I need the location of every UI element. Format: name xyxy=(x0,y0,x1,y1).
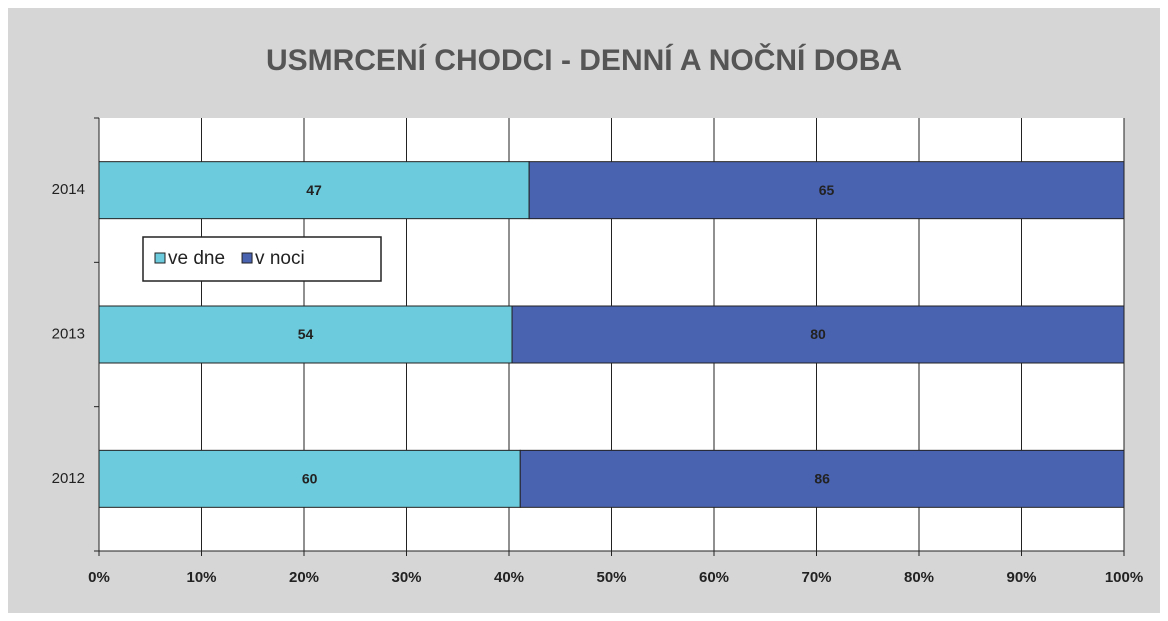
x-tick-label: 0% xyxy=(88,569,110,586)
bar-segment xyxy=(98,161,530,220)
x-tick-label: 100% xyxy=(1105,569,1143,586)
y-tick-label: 2012 xyxy=(52,470,85,487)
bar-segment xyxy=(511,305,1125,364)
x-tick-label: 50% xyxy=(596,569,626,586)
value-label: 65 xyxy=(819,182,835,198)
legend-label: ve dne xyxy=(168,248,225,269)
value-label: 86 xyxy=(814,471,830,487)
x-tick-label: 20% xyxy=(289,569,319,586)
legend: ve dne v noci xyxy=(142,236,382,282)
bar-segment xyxy=(98,305,513,364)
value-label: 54 xyxy=(298,326,314,342)
value-label: 80 xyxy=(810,326,826,342)
y-tick-label: 2013 xyxy=(52,325,85,342)
x-tick-label: 30% xyxy=(391,569,421,586)
y-tick-label: 2014 xyxy=(52,181,85,198)
value-label: 47 xyxy=(306,182,322,198)
legend-swatch xyxy=(241,252,253,264)
bar-segment xyxy=(528,161,1125,220)
x-tick-label: 10% xyxy=(186,569,216,586)
bar-segment xyxy=(519,449,1125,508)
x-tick-label: 40% xyxy=(494,569,524,586)
x-tick-label: 70% xyxy=(801,569,831,586)
x-tick-label: 90% xyxy=(1006,569,1036,586)
bar-segment xyxy=(98,449,521,508)
legend-box xyxy=(142,236,382,282)
x-tick-label: 60% xyxy=(699,569,729,586)
x-tick-label: 80% xyxy=(904,569,934,586)
legend-swatch xyxy=(154,252,166,264)
chart-title: USMRCENÍ CHODCI - DENNÍ A NOČNÍ DOBA xyxy=(266,43,902,77)
legend-label: v noci xyxy=(255,248,305,269)
value-label: 60 xyxy=(302,471,318,487)
